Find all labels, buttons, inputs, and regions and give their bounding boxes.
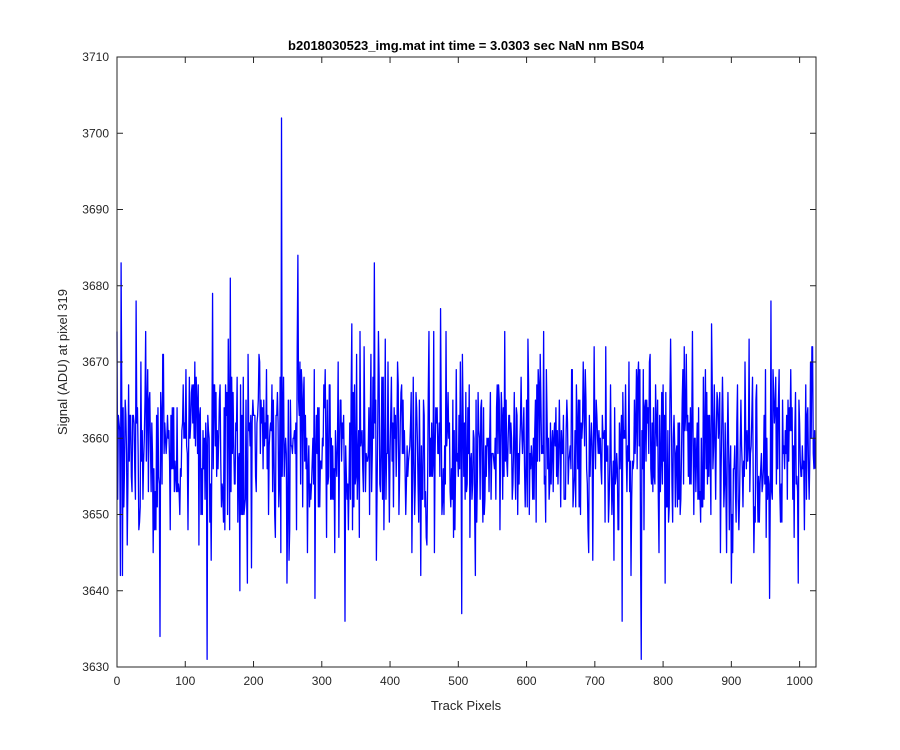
y-tick-label: 3670 — [82, 355, 109, 369]
y-tick-label: 3700 — [82, 126, 109, 140]
x-tick-label: 300 — [312, 674, 332, 688]
x-tick-label: 100 — [175, 674, 195, 688]
x-tick-label: 700 — [585, 674, 605, 688]
y-axis-label: Signal (ADU) at pixel 319 — [55, 289, 70, 435]
x-tick-label: 500 — [448, 674, 468, 688]
y-tick-label: 3650 — [82, 508, 109, 522]
signal-series-line — [116, 117, 816, 661]
y-tick-label: 3630 — [82, 660, 109, 674]
x-tick-label: 200 — [244, 674, 264, 688]
plot-area — [117, 57, 816, 667]
y-tick-label: 3710 — [82, 50, 109, 64]
x-axis-label: Track Pixels — [431, 698, 502, 713]
y-tick-label: 3640 — [82, 584, 109, 598]
data-layer — [116, 117, 816, 661]
x-tick-label: 600 — [517, 674, 537, 688]
x-tick-label: 0 — [114, 674, 121, 688]
x-tick-label: 800 — [653, 674, 673, 688]
x-tick-label: 400 — [380, 674, 400, 688]
y-tick-label: 3690 — [82, 203, 109, 217]
x-tick-label: 1000 — [786, 674, 813, 688]
plot-frame — [116, 56, 817, 668]
axes-layer: 0 100 200 300 400 500 600 700 800 900 1000 3630 3640… — [82, 50, 816, 688]
x-tick-label: 900 — [721, 674, 741, 688]
y-tick-label: 3660 — [82, 431, 109, 445]
y-tick-label: 3680 — [82, 279, 109, 293]
chart-title: b2018030523_img.mat int time = 3.0303 se… — [288, 38, 645, 53]
